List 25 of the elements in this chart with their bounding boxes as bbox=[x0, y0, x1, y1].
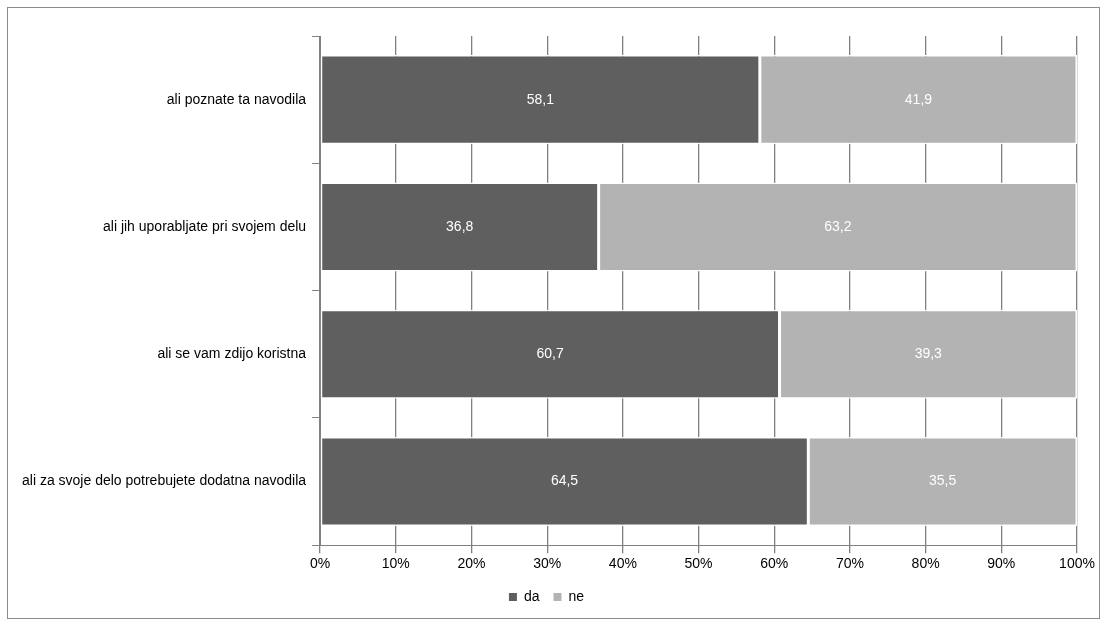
x-tick-label: 30% bbox=[533, 555, 562, 572]
data-label: 60,7 bbox=[536, 345, 564, 362]
x-tick-label: 20% bbox=[457, 555, 486, 572]
x-tick-label: 10% bbox=[381, 555, 410, 572]
data-label: 41,9 bbox=[904, 90, 933, 107]
data-label: 39,3 bbox=[914, 345, 943, 362]
x-tick-label: 90% bbox=[987, 555, 1016, 572]
x-tick-label: 0% bbox=[309, 555, 331, 572]
data-label: 36,8 bbox=[446, 217, 474, 234]
y-tick-label: ali se vam zdijo koristna bbox=[157, 345, 307, 362]
legend-label: ne bbox=[568, 587, 585, 604]
y-tick-label: ali jih uporabljate pri svojem delu bbox=[102, 217, 307, 234]
data-label: 58,1 bbox=[526, 90, 555, 107]
data-label: 64,5 bbox=[550, 472, 579, 489]
data-label: 35,5 bbox=[929, 472, 957, 489]
x-tick-label: 40% bbox=[608, 555, 637, 572]
x-tick-label: 50% bbox=[684, 555, 713, 572]
legend-label: da bbox=[523, 587, 540, 604]
y-tick-label: ali za svoje delo potrebujete dodatna navodila bbox=[21, 472, 307, 489]
x-tick-label: 70% bbox=[835, 555, 864, 572]
x-tick-label: 100% bbox=[1059, 555, 1095, 572]
data-label: 63,2 bbox=[824, 217, 852, 234]
x-tick-label: 60% bbox=[760, 555, 789, 572]
x-tick-label: 80% bbox=[911, 555, 940, 572]
y-tick-label: ali poznate ta navodila bbox=[166, 90, 307, 107]
